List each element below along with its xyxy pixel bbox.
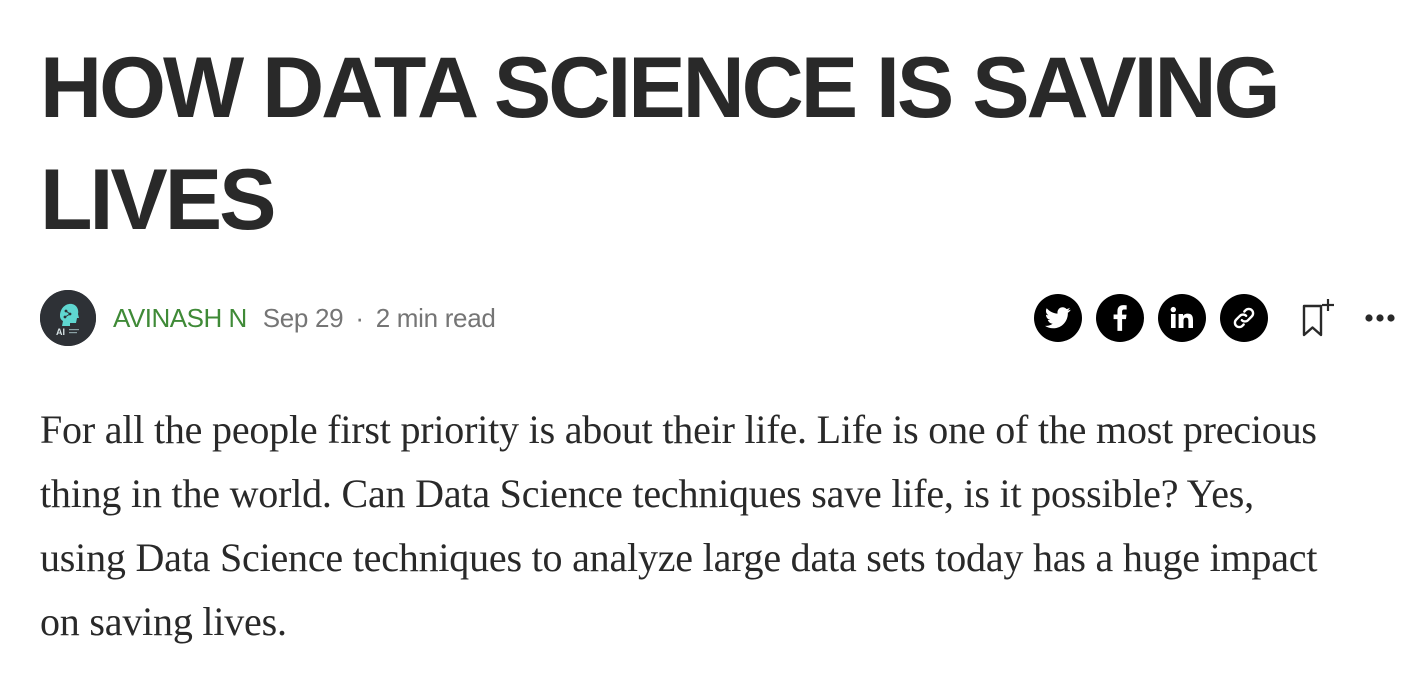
bookmark-button[interactable]: [1298, 294, 1338, 342]
share-linkedin-button[interactable]: [1158, 294, 1206, 342]
read-time: 2 min read: [375, 302, 496, 333]
linkedin-icon: [1170, 306, 1193, 328]
bookmark-add-icon: [1302, 299, 1334, 337]
avatar-image: AI: [40, 290, 96, 346]
link-icon: [1233, 307, 1255, 329]
facebook-icon: [1113, 305, 1127, 331]
share-actions: [1020, 290, 1400, 346]
author-name[interactable]: AVINASH N: [113, 302, 247, 333]
share-twitter-button[interactable]: [1034, 294, 1082, 342]
copy-link-button[interactable]: [1220, 294, 1268, 342]
article: HOW DATA SCIENCE IS SAVING LIVES AI AVIN…: [40, 0, 1400, 644]
article-body-paragraph: For all the people first priority is abo…: [40, 407, 1318, 644]
publish-date: Sep 29: [262, 302, 344, 333]
article-title: HOW DATA SCIENCE IS SAVING LIVES: [40, 40, 1281, 248]
avatar[interactable]: AI: [40, 290, 96, 346]
byline: AI AVINASH N Sep 29 · 2 min read: [40, 290, 1400, 346]
twitter-icon: [1045, 307, 1071, 329]
more-options-button[interactable]: [1360, 298, 1400, 338]
share-facebook-button[interactable]: [1096, 294, 1144, 342]
more-icon: [1365, 314, 1395, 322]
avatar-logo-text: AI: [56, 327, 65, 337]
meta-separator: ·: [355, 302, 364, 333]
post-meta: Sep 29 · 2 min read: [263, 303, 496, 334]
